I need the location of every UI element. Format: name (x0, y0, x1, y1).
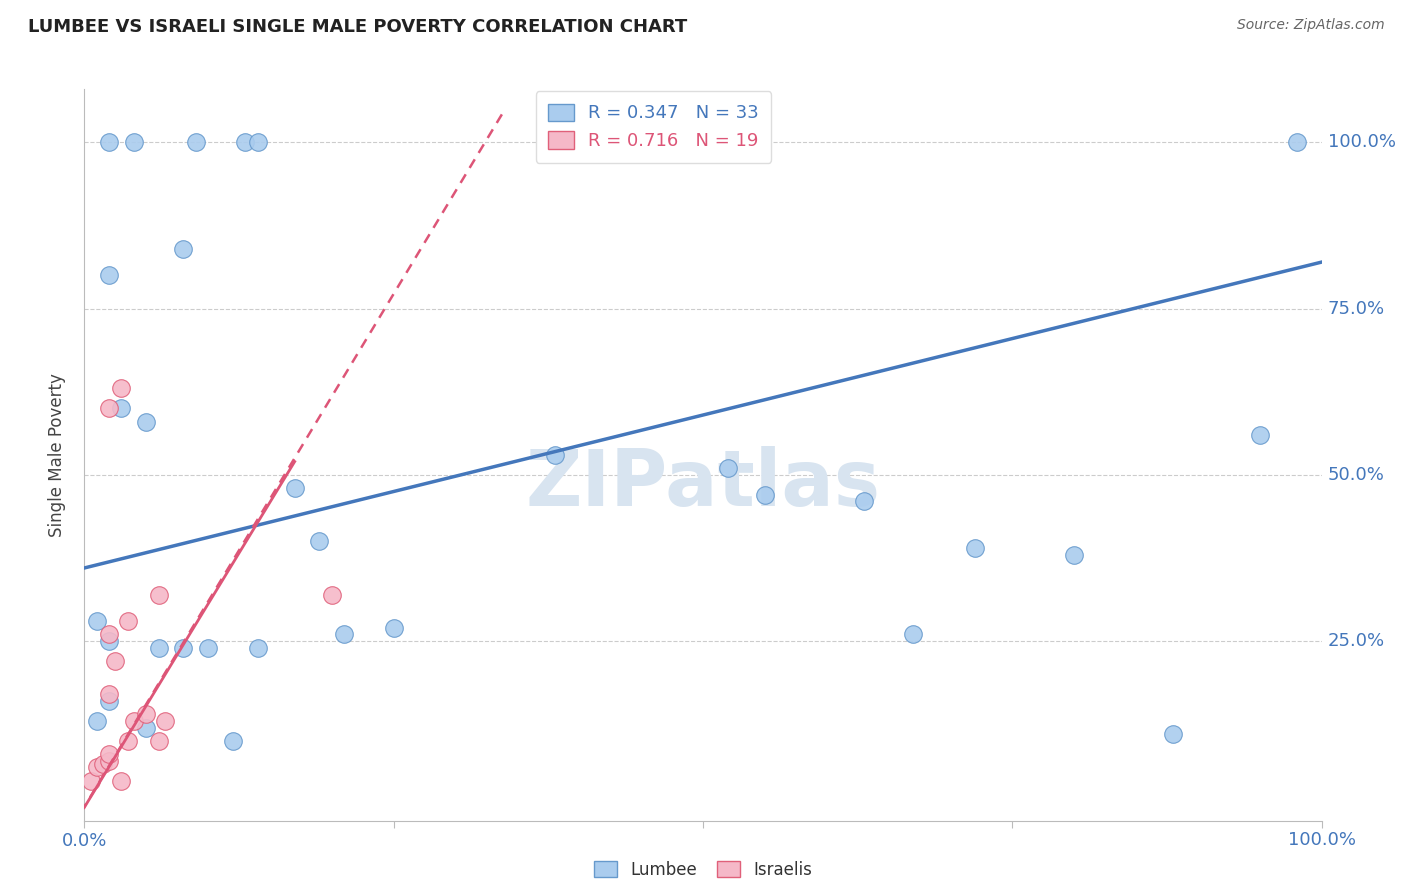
Point (852, 494, 875, 508)
Point (86, 760, 108, 774)
Point (172, 242, 194, 256)
Point (543, 448, 565, 462)
Point (122, 714, 145, 728)
Text: Source: ZipAtlas.com: Source: ZipAtlas.com (1237, 18, 1385, 32)
Point (110, 381, 132, 395)
Point (148, 640, 170, 655)
Point (122, 136, 145, 150)
Point (246, 136, 269, 150)
Point (98, 627, 121, 641)
Point (172, 640, 194, 655)
Point (1285, 136, 1308, 150)
Point (153, 714, 176, 728)
Point (1249, 428, 1271, 442)
Point (1063, 548, 1085, 562)
Point (86, 714, 108, 728)
Text: 50.0%: 50.0% (1327, 466, 1385, 483)
Point (717, 461, 740, 475)
Point (321, 588, 343, 602)
Point (117, 614, 139, 628)
Point (98, 401, 121, 416)
Text: 100.0%: 100.0% (1327, 134, 1396, 152)
Point (184, 136, 207, 150)
Point (91, 757, 114, 772)
Point (98, 634, 121, 648)
Point (98, 754, 121, 768)
Point (382, 621, 405, 635)
Point (110, 401, 132, 416)
Point (117, 734, 139, 748)
Point (233, 136, 256, 150)
Text: 25.0%: 25.0% (1327, 632, 1385, 650)
Point (903, 627, 925, 641)
Point (135, 415, 157, 429)
Text: LUMBEE VS ISRAELI SINGLE MALE POVERTY CORRELATION CHART: LUMBEE VS ISRAELI SINGLE MALE POVERTY CO… (28, 18, 688, 36)
Point (754, 488, 776, 502)
Point (965, 541, 987, 555)
Point (246, 640, 269, 655)
Y-axis label: Single Male Poverty: Single Male Poverty (48, 373, 66, 537)
Point (308, 534, 330, 549)
Point (222, 734, 245, 748)
Point (148, 734, 170, 748)
Point (98, 268, 121, 283)
Point (333, 627, 356, 641)
Legend: Lumbee, Israelis: Lumbee, Israelis (586, 855, 820, 886)
Point (135, 721, 157, 735)
Point (1161, 727, 1184, 741)
Point (110, 773, 132, 788)
Point (284, 481, 307, 495)
Point (98, 136, 121, 150)
Point (197, 640, 219, 655)
Point (98, 687, 121, 701)
Text: 75.0%: 75.0% (1327, 300, 1385, 318)
Point (98, 747, 121, 761)
Point (135, 707, 157, 722)
Text: ZIPatlas: ZIPatlas (526, 446, 880, 522)
Point (86, 614, 108, 628)
Text: 100.0%: 100.0% (1288, 830, 1355, 848)
Point (148, 588, 170, 602)
Point (79, 773, 101, 788)
Point (104, 654, 127, 668)
Point (98, 694, 121, 708)
